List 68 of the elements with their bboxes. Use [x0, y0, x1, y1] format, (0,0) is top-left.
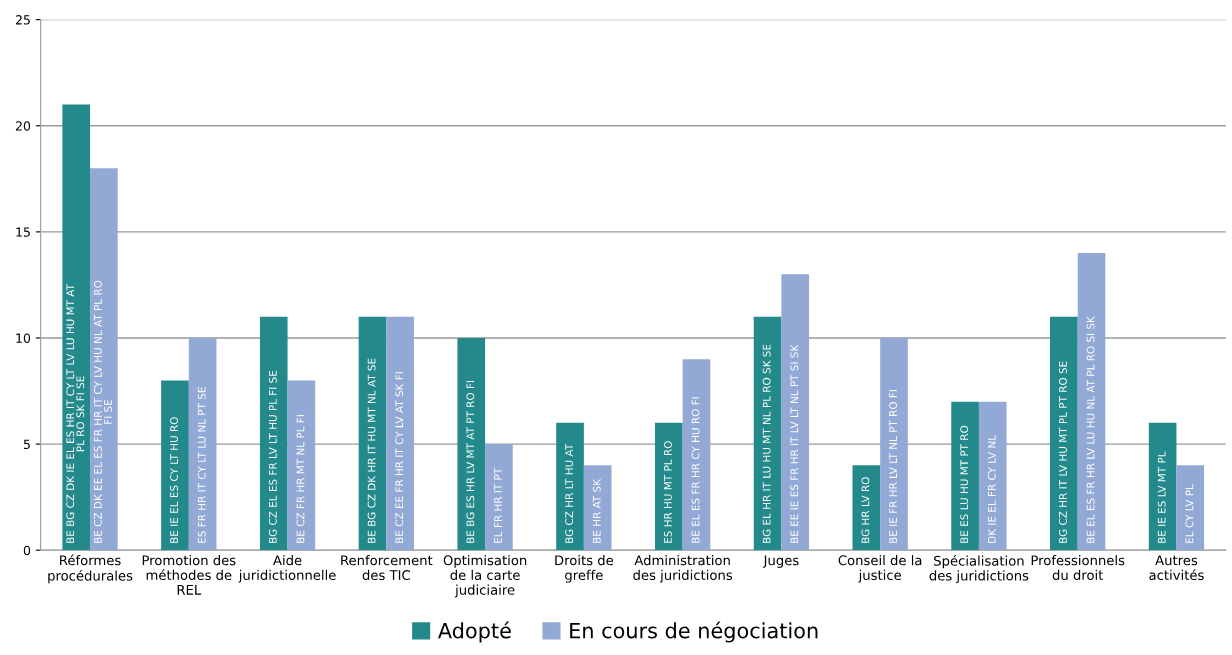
data-label: BE CZ EE FR HR IT CY LV AT SK FI [395, 372, 404, 543]
data-label: EL CY LV PL [1185, 484, 1194, 543]
legend-label: Adopté [438, 621, 511, 643]
bar [188, 337, 217, 551]
data-label: ES FR HR IT CY LT LU NL PT SE [197, 387, 206, 543]
bar [1176, 465, 1205, 551]
data-label: BE EE IE ES FR HR IT LV LT NL PT SI SK [790, 344, 799, 543]
data-label: DK IE EL FR CY LV NL [987, 435, 996, 543]
data-label: BG HR LV RO [861, 477, 870, 543]
x-tick-label: Droits de greffe [555, 555, 614, 583]
data-label: BE BG ES HR LV MT AT PT RO FI [466, 381, 475, 543]
bar [682, 359, 711, 551]
bar [852, 465, 881, 551]
x-tick-label: Administration des juridictions [633, 555, 733, 583]
x-tick-label: Conseil de la justice [838, 555, 922, 583]
data-label: BE EL ES FR HR CY HU RO FI [691, 397, 700, 543]
bar [457, 337, 486, 551]
bar [583, 465, 612, 551]
y-tick-label: 5 [23, 439, 30, 450]
legend-label: En cours de négociation [570, 621, 818, 643]
bar [978, 401, 1007, 551]
data-label: BE EL ES FR HR LV LU HU NL AT PL RO SI SK [1086, 315, 1095, 543]
y-tick-label: 20 [15, 121, 31, 131]
x-tick-label: Aide juridictionnelle [238, 555, 336, 583]
bar [287, 380, 316, 551]
bar [753, 316, 782, 551]
bar [556, 422, 584, 551]
data-label: BE BG CZ DK IE EL ES HR IT CY LT LV LU HU MT AT PL RO SK FI SE [66, 284, 85, 543]
data-label: BG EL HR IT LU HU MT NL PL RO SK SE [762, 344, 771, 543]
x-tick-label: Promotion des méthodes de REL [142, 555, 236, 595]
x-tick-label: Réformes procédurales [48, 554, 133, 584]
bar [161, 380, 189, 551]
data-label: ES HR HU MT PL RO [663, 441, 672, 543]
data-label: BE CZ FR HR MT NL PL FI [296, 415, 305, 543]
x-tick-label: Optimisation de la carte judiciaire [443, 555, 527, 598]
bar [259, 316, 288, 551]
data-label: BE IE ES LV MT PL [1157, 451, 1166, 543]
data-label: BE IE EL ES CY LT HU RO [170, 417, 178, 543]
bar [485, 444, 513, 551]
bar [358, 316, 387, 551]
data-label: BE HR AT SK [592, 478, 601, 543]
bar [781, 274, 810, 551]
data-label: BG CZ HR LT HU AT [565, 443, 574, 543]
data-label: EL FR HR IT PT [494, 467, 502, 543]
bar [1050, 316, 1078, 551]
bar [1077, 253, 1106, 551]
bar [90, 168, 118, 551]
y-tick-label: 0 [23, 545, 31, 556]
bar [880, 337, 908, 551]
x-tick-label: Professionnels du droit [1031, 555, 1125, 581]
y-tick-label: 25 [15, 15, 30, 25]
bar [654, 422, 683, 551]
data-label: BG CZ HR IT LV HU MT PL PT RO SE [1059, 361, 1067, 543]
data-label: BE IE FR HR LV LT NL PT RO FI [889, 390, 898, 543]
x-tick-label: Autres activités [1149, 555, 1204, 581]
data-label: BE CZ DK EE EL ES FR HR IT CY LV HU NL AT PL RO FI SE [93, 280, 112, 543]
data-label: BE ES LU HU MT PT RO [960, 425, 969, 543]
data-label: BE BG CZ DK HR IT HU MT NL AT SE [367, 358, 376, 543]
bar [386, 316, 414, 551]
bar [951, 401, 979, 551]
bar [1148, 422, 1177, 551]
x-tick-label: Spécialisation des juridictions [929, 555, 1029, 584]
bar [62, 104, 91, 551]
x-tick-label: Juges [762, 555, 799, 568]
y-tick-label: 15 [16, 227, 30, 237]
data-label: BG CZ EL ES FR LV LT HU PL FI SE [268, 370, 277, 543]
x-tick-label: Renforcement des TIC [341, 555, 433, 581]
y-tick-label: 10 [16, 333, 31, 343]
